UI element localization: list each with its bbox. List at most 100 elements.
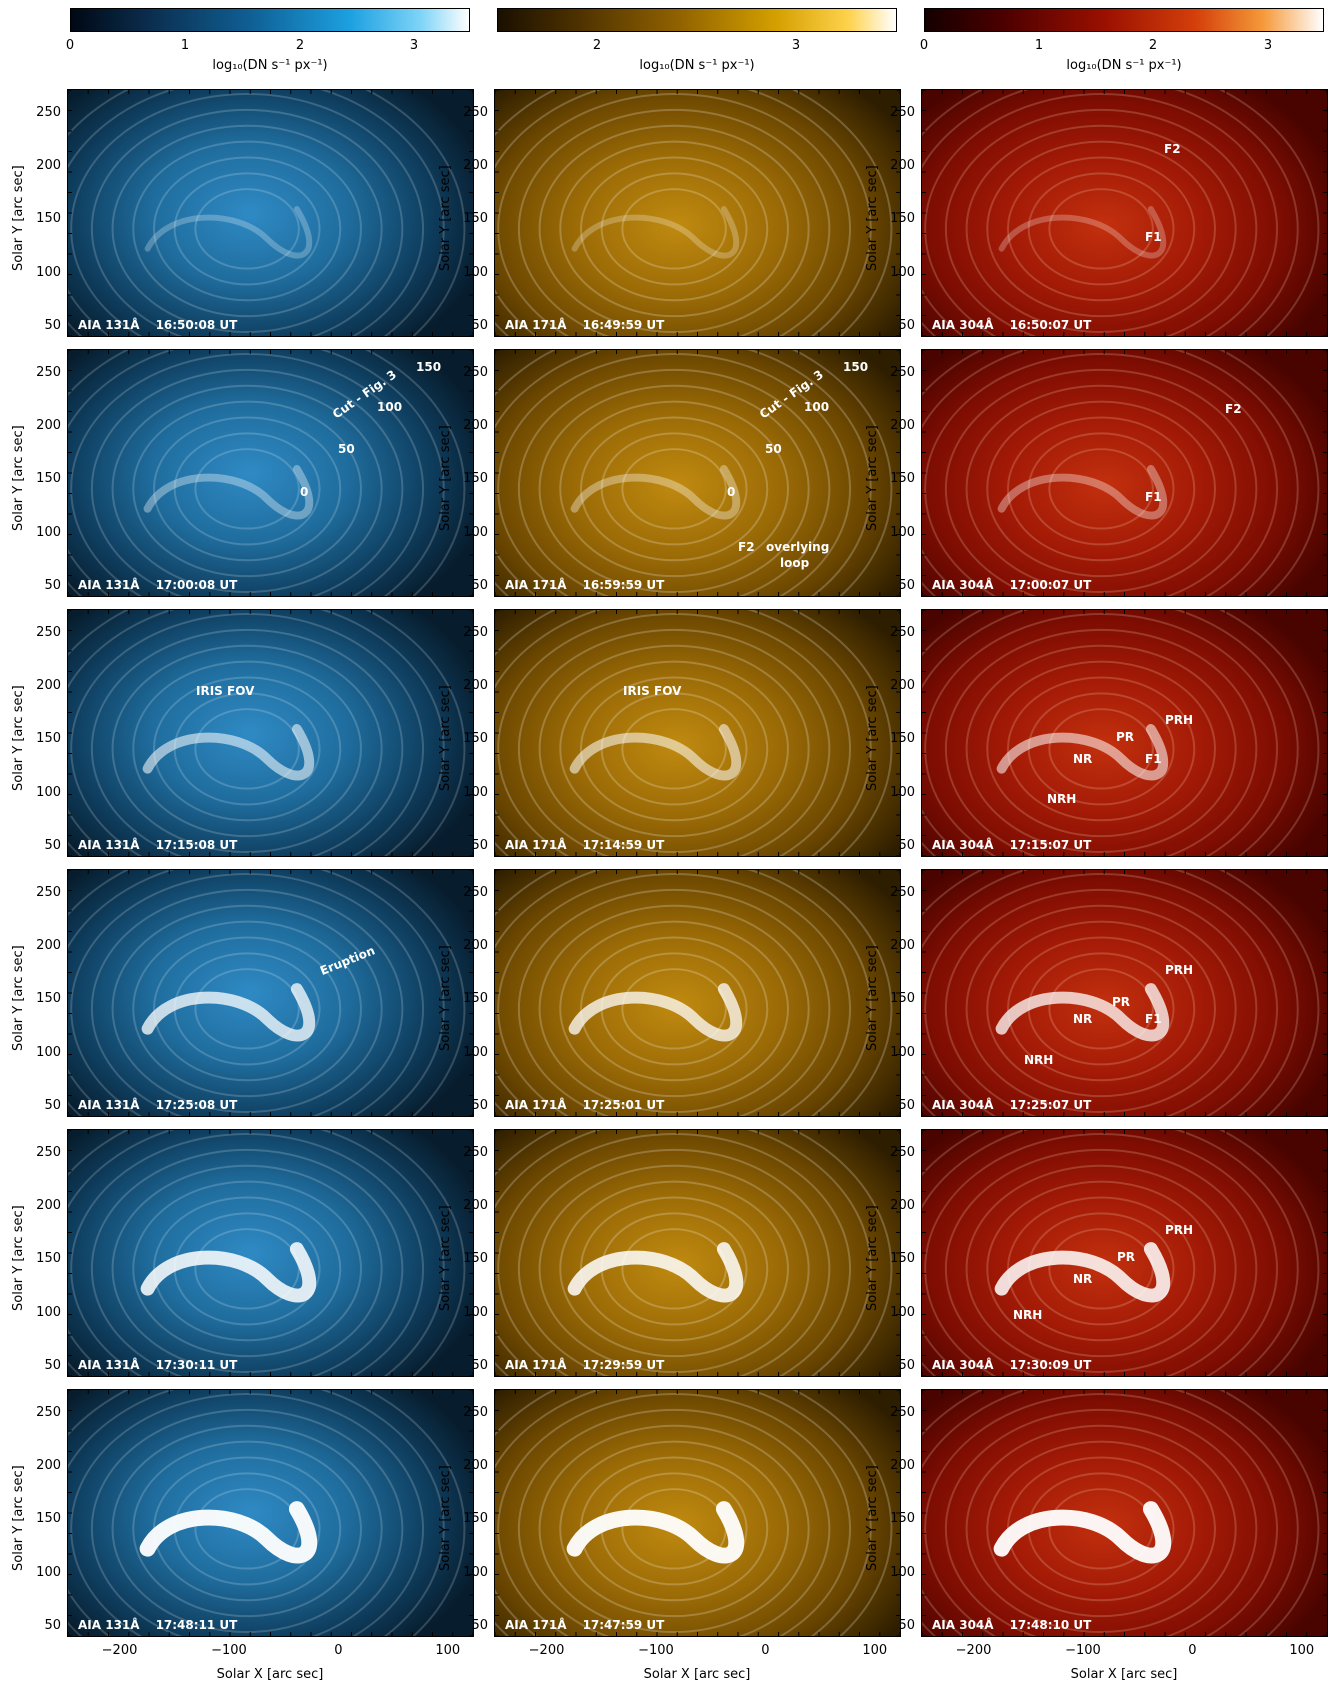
label-iris-fov: IRIS FOV — [196, 684, 255, 698]
y-axis-title: Solar Y [arc sec] — [865, 945, 880, 1051]
timestamp-label: 17:30:11 UT — [155, 1358, 238, 1372]
label-f2: F2 — [1164, 142, 1181, 156]
y-axis-title: Solar Y [arc sec] — [865, 425, 880, 531]
label-nr: NR — [1073, 1012, 1093, 1026]
panel-label: AIA 131Å 17:25:08 UT — [78, 1098, 237, 1112]
x-axis-title-171: Solar X [arc sec] — [643, 1667, 751, 1682]
instrument-label: AIA 131Å — [78, 318, 140, 332]
colorbar-tick-label: 2 — [592, 38, 602, 53]
timestamp-label: 17:29:59 UT — [582, 1358, 665, 1372]
y-tick-label: 200 — [890, 1197, 915, 1213]
coronal-loops-image — [68, 610, 473, 856]
coronal-loops-image — [68, 1390, 473, 1636]
instrument-label: AIA 171Å — [505, 1358, 567, 1372]
label-cut-tick: 150 — [843, 360, 869, 374]
y-tick-label: 100 — [890, 1304, 915, 1320]
y-tick-label: 200 — [463, 417, 488, 433]
y-tick-label: 100 — [463, 1304, 488, 1320]
y-tick-label: 150 — [36, 1251, 61, 1267]
instrument-label: AIA 304Å — [932, 1098, 994, 1112]
label-cut-tick: 0 — [727, 485, 736, 499]
image-panel: AIA 131Å 17:00:08 UT — [67, 349, 474, 597]
timestamp-label: 17:48:11 UT — [155, 1618, 238, 1632]
panel-label: AIA 171Å 16:49:59 UT — [505, 318, 664, 332]
y-tick-label: 200 — [463, 937, 488, 953]
instrument-label: AIA 171Å — [505, 1618, 567, 1632]
coronal-loops-image — [922, 1130, 1327, 1376]
y-tick-label: 50 — [898, 318, 915, 334]
y-tick-label: 250 — [890, 884, 915, 900]
y-axis-title: Solar Y [arc sec] — [865, 1465, 880, 1571]
y-tick-label: 200 — [890, 417, 915, 433]
y-tick-label: 150 — [890, 1251, 915, 1267]
panel-label: AIA 171Å 17:47:59 UT — [505, 1618, 664, 1632]
image-panel: AIA 131Å 17:25:08 UT — [67, 869, 474, 1117]
x-tick-label: 0 — [761, 1643, 770, 1658]
image-panel: AIA 171Å 17:14:59 UT — [494, 609, 901, 857]
y-tick-label: 150 — [36, 211, 61, 227]
label-f1: F1 — [1145, 752, 1162, 766]
y-tick-label: 250 — [890, 364, 915, 380]
y-axis-title: Solar Y [arc sec] — [438, 1205, 453, 1311]
y-tick-label: 100 — [36, 784, 61, 800]
y-tick-label: 250 — [36, 1144, 61, 1160]
label-prh: PRH — [1165, 1223, 1194, 1237]
panel-label: AIA 304Å 17:15:07 UT — [932, 838, 1091, 852]
label-prh: PRH — [1165, 963, 1194, 977]
y-tick-label: 200 — [463, 677, 488, 693]
y-tick-label: 150 — [463, 991, 488, 1007]
y-tick-label: 50 — [471, 578, 488, 594]
timestamp-label: 17:25:01 UT — [582, 1098, 665, 1112]
y-tick-label: 250 — [463, 1404, 488, 1420]
timestamp-label: 17:25:07 UT — [1009, 1098, 1092, 1112]
y-tick-label: 50 — [44, 838, 61, 854]
coronal-loops-image — [922, 870, 1327, 1116]
y-tick-label: 200 — [890, 157, 915, 173]
image-panel: AIA 304Å 17:30:09 UT — [921, 1129, 1328, 1377]
colorbar-131-label: log₁₀(DN s⁻¹ px⁻¹) — [212, 58, 328, 73]
image-panel: AIA 304Å 17:15:07 UT — [921, 609, 1328, 857]
label-pr: PR — [1117, 1250, 1136, 1264]
panel-label: AIA 304Å 17:00:07 UT — [932, 578, 1091, 592]
coronal-loops-image — [68, 1130, 473, 1376]
label-f1: F1 — [1145, 1012, 1162, 1026]
instrument-label: AIA 171Å — [505, 578, 567, 592]
label-prh: PRH — [1165, 713, 1194, 727]
x-tick-label: −100 — [1065, 1643, 1101, 1658]
y-tick-label: 150 — [36, 991, 61, 1007]
y-tick-label: 150 — [890, 211, 915, 227]
instrument-label: AIA 171Å — [505, 838, 567, 852]
instrument-label: AIA 131Å — [78, 1098, 140, 1112]
coronal-loops-image — [922, 90, 1327, 336]
coronal-loops-image — [495, 350, 900, 596]
y-tick-label: 50 — [44, 578, 61, 594]
instrument-label: AIA 131Å — [78, 1618, 140, 1632]
y-tick-label: 50 — [898, 578, 915, 594]
y-tick-label: 100 — [36, 1564, 61, 1580]
y-tick-label: 50 — [44, 1358, 61, 1374]
y-tick-label: 250 — [890, 1404, 915, 1420]
y-tick-label: 100 — [463, 524, 488, 540]
panel-label: AIA 131Å 17:48:11 UT — [78, 1618, 237, 1632]
y-tick-label: 200 — [890, 1457, 915, 1473]
y-tick-label: 150 — [463, 1251, 488, 1267]
instrument-label: AIA 304Å — [932, 838, 994, 852]
y-tick-label: 200 — [463, 1197, 488, 1213]
y-tick-label: 50 — [898, 1358, 915, 1374]
y-tick-label: 100 — [36, 264, 61, 280]
y-axis-title: Solar Y [arc sec] — [11, 1205, 26, 1311]
colorbar-tick-label: 0 — [919, 38, 929, 53]
y-tick-label: 50 — [44, 1618, 61, 1634]
image-panel: AIA 304Å 17:48:10 UT — [921, 1389, 1328, 1637]
timestamp-label: 16:49:59 UT — [582, 318, 665, 332]
coronal-loops-image — [922, 610, 1327, 856]
instrument-label: AIA 131Å — [78, 838, 140, 852]
panel-label: AIA 304Å 17:48:10 UT — [932, 1618, 1091, 1632]
y-tick-label: 150 — [890, 991, 915, 1007]
label-nrh: NRH — [1013, 1308, 1043, 1322]
colorbar-tick-label: 2 — [295, 38, 305, 53]
y-tick-label: 200 — [36, 677, 61, 693]
y-axis-title: Solar Y [arc sec] — [11, 425, 26, 531]
label-nrh: NRH — [1024, 1053, 1054, 1067]
y-axis-title: Solar Y [arc sec] — [438, 945, 453, 1051]
